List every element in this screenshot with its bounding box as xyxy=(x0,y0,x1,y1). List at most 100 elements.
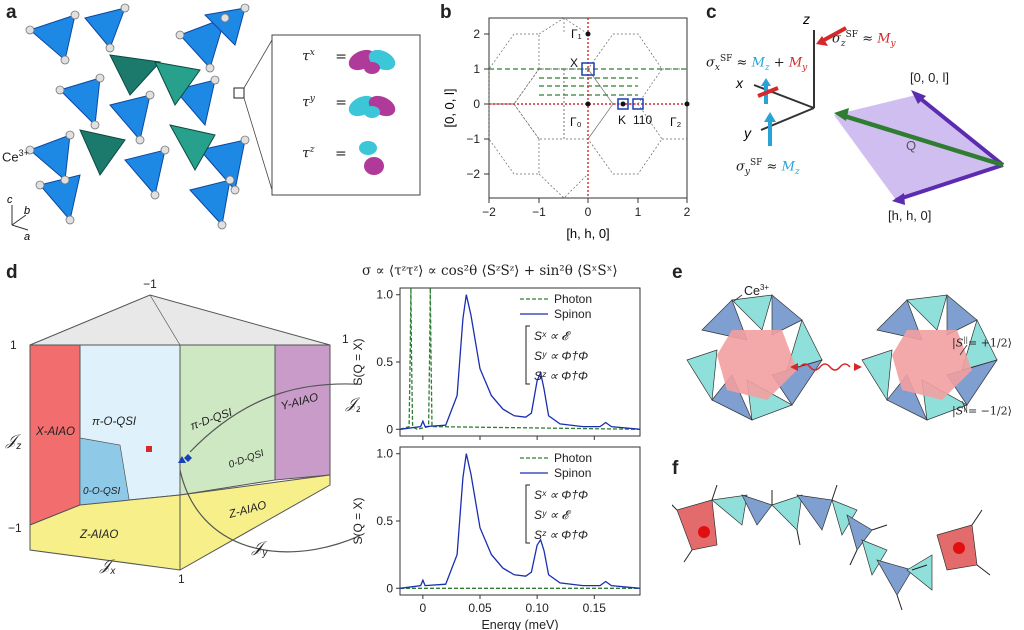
my-arrow-icon xyxy=(816,26,847,46)
monopole-dot-right xyxy=(953,542,965,554)
legend-label-spinon: Spinon xyxy=(554,466,591,480)
jz-label-left: 𝒥z xyxy=(5,432,22,452)
gamma2-label: Γ₂ xyxy=(670,115,682,129)
corner-label-left-bottom: −1 xyxy=(8,521,22,535)
operator-annotation: Sᶻ ∝ Φ†Φ xyxy=(534,528,588,542)
panel-label-d: d xyxy=(6,262,18,283)
x-point-marker xyxy=(581,62,595,76)
corner-label-right: 1 xyxy=(342,332,349,346)
marker-red-square xyxy=(146,446,152,452)
x-axis-label: Energy (meV) xyxy=(481,618,558,630)
ce-ion-label-e: Ce3+ xyxy=(744,283,770,299)
tau-x-label: τx = xyxy=(302,48,348,65)
annotation-bracket xyxy=(525,325,530,385)
x-tick-label: 0.10 xyxy=(525,601,549,615)
annotation-bracket xyxy=(525,484,530,544)
y-tick-label: 1.0 xyxy=(376,288,393,302)
legend-label-spinon: Spinon xyxy=(554,307,591,321)
lattice-tetrahedra xyxy=(29,7,246,227)
y-axis-label: S(Q = X) xyxy=(351,338,365,385)
panel-label-a: a xyxy=(6,2,17,23)
orbital-tau-x-icon xyxy=(348,49,396,74)
direction-hh0-label: [h, h, 0] xyxy=(888,208,932,223)
panel-label-c: c xyxy=(706,2,717,23)
sigma-x-label: σxSF ≈ Mz + My xyxy=(706,54,808,73)
kagome-right xyxy=(861,294,998,421)
phase-pi-o-qsi: π-O-QSI xyxy=(92,416,137,428)
phase-x-aiao: X-AIAO xyxy=(35,426,75,438)
y-tick: 0 xyxy=(473,97,480,111)
corner-label-left-top: 1 xyxy=(10,338,17,352)
y-axis-label: [0, 0, l] xyxy=(442,88,457,127)
y-tick-label: 0 xyxy=(386,422,393,436)
scattering-plane xyxy=(834,95,1003,200)
jy-label: 𝒥y xyxy=(251,539,268,559)
x-point-label: X xyxy=(570,56,578,70)
panel-b-brillouin: −2 −1 0 1 2 2 1 0 −1 −2 [h, h, 0] [0, 0,… xyxy=(442,17,691,241)
phase-z-aiao-front: Z-AIAO xyxy=(79,529,118,541)
axis-b: b xyxy=(24,205,30,217)
tau-z-label: τz = xyxy=(302,145,347,162)
110-label: 110 xyxy=(633,113,652,127)
y-axis-label: S(Q = X) xyxy=(351,497,365,544)
series-spinon-line xyxy=(400,294,640,430)
k-point-label: K xyxy=(618,113,626,127)
fluctuation-wave-icon xyxy=(799,363,851,371)
structure-factor-formula: σ ∝ ⟨τᶻτᶻ⟩ ∝ cos²θ ⟨SᶻSᶻ⟩ + sin²θ ⟨SˣSˣ⟩ xyxy=(362,263,618,279)
spin-down-state-label: |S||= −1/2⟩ xyxy=(952,404,1012,418)
series-spinon-line xyxy=(400,453,640,589)
gamma0-label: Γ₀ xyxy=(570,115,582,129)
axes-triad xyxy=(11,205,29,231)
mz-arrow-icon xyxy=(764,112,776,146)
axis-z-label: z xyxy=(802,11,810,27)
monopole-tetra-left xyxy=(676,499,718,551)
axis-x-label: x xyxy=(735,75,744,91)
scan-lines-red xyxy=(489,18,687,198)
x-axis-label: [h, h, 0] xyxy=(566,226,609,241)
y-tick: −1 xyxy=(466,132,480,146)
x-tick: −1 xyxy=(532,205,546,219)
q-label: Q xyxy=(906,138,916,153)
operator-annotation: Sᶻ ∝ Φ†Φ xyxy=(534,369,588,383)
operator-annotation: Sʸ ∝ Φ†Φ xyxy=(534,349,588,363)
x-tick-label: 0 xyxy=(420,601,427,615)
chart-frame xyxy=(399,446,641,596)
panel-label-e: e xyxy=(672,262,683,283)
110-point-marker xyxy=(632,98,644,110)
y-tick: 1 xyxy=(473,62,480,76)
q-vector xyxy=(840,112,1004,168)
ce-ion-label: Ce3+ xyxy=(2,148,29,165)
monopole-dot-left xyxy=(698,526,710,538)
x-tick-label: 0.15 xyxy=(583,601,607,615)
legend-label-photon: Photon xyxy=(554,292,592,306)
spin-axes xyxy=(753,30,815,131)
operator-annotation: Sˣ ∝ 𝓔 xyxy=(534,329,571,343)
panel-f-string xyxy=(672,484,991,611)
y-tick: −2 xyxy=(466,167,480,181)
spin-arrows xyxy=(672,484,991,611)
chart-frame xyxy=(399,287,641,437)
y-tick: 2 xyxy=(473,27,480,41)
series-photon-line xyxy=(400,288,640,430)
spectrum-chart-2: 0 0.5 1.0 0 0.05 0.10 0.15 S(Q = X) Energy (meV)… xyxy=(351,446,641,630)
gamma1-label: Γ₁ xyxy=(571,27,582,41)
orbital-tau-y-icon xyxy=(348,95,396,118)
jz-label-right: 𝒥z xyxy=(345,395,360,415)
mx-arrows-icon xyxy=(757,78,779,104)
arrow-hh0 xyxy=(895,163,1004,202)
axis-a: a xyxy=(24,231,30,243)
high-symmetry-points xyxy=(585,31,690,107)
y-tick-label: 0.5 xyxy=(376,355,393,369)
x-tick-label: 0.05 xyxy=(468,601,492,615)
axis-c: c xyxy=(7,194,13,206)
orbital-tau-z-icon xyxy=(359,141,384,175)
operator-annotation: Sˣ ∝ Φ†Φ xyxy=(534,488,588,502)
kagome-left xyxy=(686,294,823,421)
legend-label-photon: Photon xyxy=(554,451,592,465)
panel-a-lattice: c b a xyxy=(7,3,421,243)
panel-c-geometry: z x y Q xyxy=(735,11,1005,205)
axis-y-label: y xyxy=(743,125,752,141)
panel-e-spinon-hop xyxy=(686,294,998,421)
